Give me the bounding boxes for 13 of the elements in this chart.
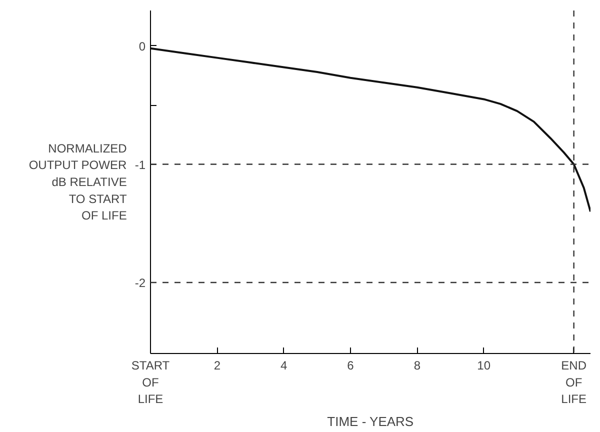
- y-axis-title: NORMALIZED OUTPUT POWER dB RELATIVE TO START OF LIFE: [28, 141, 128, 223]
- x-tick-label: 2: [214, 358, 221, 372]
- y-tick-label: -2: [134, 276, 146, 290]
- x-tick-label: 10: [477, 358, 491, 372]
- y-tick-label: 0: [138, 39, 146, 54]
- y-tick-label: -1: [134, 158, 146, 172]
- x-tick-label: 6: [347, 358, 354, 372]
- x-tick-label: END OF LIFE: [561, 358, 587, 406]
- x-tick-label: 8: [414, 358, 421, 372]
- line-series: [150, 47, 590, 213]
- x-tick-label: START OF LIFE: [131, 358, 170, 406]
- x-axis-title: TIME - YEARS: [327, 414, 414, 430]
- x-tick-label: 4: [280, 358, 288, 372]
